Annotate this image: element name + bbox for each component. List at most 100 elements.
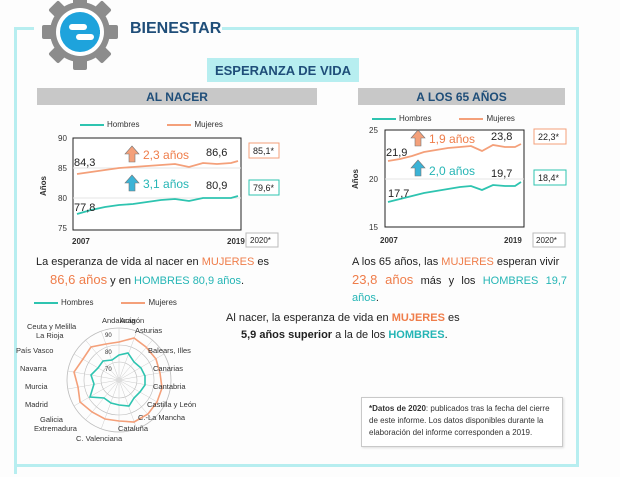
chart-al-nacer: 90 85 80 75 Años 84,3 80,9 77,8 86,6 80,… bbox=[40, 134, 280, 248]
text: es bbox=[444, 312, 460, 324]
radar-label: Cataluña bbox=[118, 424, 149, 433]
box-2020-mujeres: 85,1* bbox=[253, 146, 275, 156]
band-a-los-65: A LOS 65 AÑOS bbox=[358, 88, 565, 105]
radar-label: Balears, Illes bbox=[148, 346, 191, 355]
chart-legend: Hombres Mujeres bbox=[80, 120, 223, 129]
x-tick-end: 2019 bbox=[504, 236, 522, 245]
radar-label: Murcia bbox=[25, 382, 48, 391]
end-value-hombres: 80,9 bbox=[206, 180, 227, 192]
text-mujeres: MUJERES bbox=[391, 312, 445, 324]
x-tick-end: 2019 bbox=[227, 237, 245, 246]
y-axis-label: Años bbox=[351, 168, 360, 189]
legend-swatch bbox=[34, 301, 58, 304]
brand-title: BIENESTAR bbox=[130, 20, 222, 37]
text: esperan vivir bbox=[493, 256, 560, 268]
text: . bbox=[241, 275, 245, 287]
start-value-hombres: 77,8 bbox=[74, 202, 95, 214]
text-hombres: HOMBRES 80,9 años bbox=[134, 275, 242, 287]
radar-chart-regions: 90 80 70 Andalucía bbox=[66, 316, 172, 433]
radar-labels: Aragón Asturias Balears, Illes Canarias … bbox=[16, 310, 220, 450]
box-2020-mujeres: 22,3* bbox=[538, 132, 560, 142]
arrow-up-icon bbox=[124, 174, 140, 192]
gain-mujeres: 2,3 años bbox=[143, 148, 189, 162]
box-2020-year: 2020* bbox=[250, 236, 271, 245]
legend-item-hombres: Hombres bbox=[372, 114, 431, 123]
legend-swatch bbox=[121, 301, 146, 304]
ring-label: 80 bbox=[105, 350, 112, 356]
legend-item-mujeres: Mujeres bbox=[459, 114, 515, 123]
end-value-hombres: 19,7 bbox=[491, 168, 512, 180]
end-value-mujeres: 86,6 bbox=[206, 147, 227, 159]
legend-label: Mujeres bbox=[194, 120, 223, 129]
chart-legend: Hombres Mujeres bbox=[34, 298, 177, 307]
legend-item-hombres: Hombres bbox=[80, 120, 139, 129]
chart-legend: Hombres Mujeres bbox=[372, 114, 515, 123]
y-tick: 80 bbox=[58, 194, 67, 203]
text-hombres: HOMBRES 19,7 años bbox=[352, 275, 567, 304]
x-tick-start: 2007 bbox=[72, 237, 90, 246]
legend-label: Hombres bbox=[61, 298, 94, 307]
x-tick-start: 2007 bbox=[380, 236, 398, 245]
radar-label: Cantabria bbox=[153, 382, 186, 391]
box-2020-hombres: 79,6* bbox=[253, 183, 275, 193]
legend-label: Mujeres bbox=[486, 114, 515, 123]
radar-label: Aragón bbox=[120, 316, 145, 325]
y-axis-label: Años bbox=[40, 175, 48, 196]
frame-line bbox=[14, 27, 34, 30]
y-tick: 75 bbox=[58, 224, 67, 233]
radar-label: Canarias bbox=[153, 364, 184, 373]
text: A los 65 años, las bbox=[352, 256, 442, 268]
radar-label: Galicia bbox=[40, 415, 63, 424]
start-value-hombres: 17,7 bbox=[388, 188, 409, 200]
text-mujeres: MUJERES bbox=[201, 256, 255, 268]
frame-line bbox=[576, 27, 579, 467]
start-value-mujeres: 21,9 bbox=[386, 147, 407, 159]
radar-label: Andalucía bbox=[102, 316, 136, 325]
frame-line bbox=[14, 464, 579, 467]
legend-swatch bbox=[80, 123, 104, 126]
text: es bbox=[254, 256, 269, 268]
text-diferencia: 5,9 años superior bbox=[241, 329, 333, 341]
text-value-mujeres: 23,8 años bbox=[352, 272, 414, 287]
y-tick: 90 bbox=[58, 134, 67, 143]
legend-swatch bbox=[372, 117, 396, 120]
text: y en bbox=[107, 275, 135, 287]
y-tick: 25 bbox=[369, 126, 378, 135]
frame-line bbox=[222, 27, 579, 30]
radar-label: Extremadura bbox=[34, 424, 77, 433]
legend-swatch bbox=[167, 123, 192, 126]
legend-item-hombres: Hombres bbox=[34, 298, 93, 307]
arrow-up-icon bbox=[410, 159, 426, 177]
gain-mujeres: 1,9 años bbox=[429, 132, 475, 146]
text-hombres: HOMBRES bbox=[388, 329, 445, 341]
radar-label: Asturias bbox=[135, 326, 163, 335]
frame-line bbox=[14, 27, 17, 474]
arrow-up-icon bbox=[124, 145, 140, 163]
y-tick: 85 bbox=[58, 164, 67, 173]
radar-label: La Rioja bbox=[36, 331, 64, 340]
radar-label: Madrid bbox=[25, 400, 48, 409]
section-title: ESPERANZA DE VIDA bbox=[207, 58, 359, 82]
legend-item-mujeres: Mujeres bbox=[167, 120, 223, 129]
footnote-box: *Datos de 2020: publicados tras la fecha… bbox=[361, 397, 563, 447]
footnote-text: : publicados tras la fecha del cierre de… bbox=[369, 404, 550, 437]
paragraph-diferencia: Al nacer, la esperanza de vida en MUJERE… bbox=[226, 310, 476, 344]
text: . bbox=[375, 292, 379, 304]
text: . bbox=[444, 329, 448, 341]
end-value-mujeres: 23,8 bbox=[491, 131, 512, 143]
text: La esperanza de vida al nacer en bbox=[36, 256, 202, 268]
legend-label: Mujeres bbox=[148, 298, 177, 307]
radar-label: Ceuta y Melilla bbox=[27, 322, 77, 331]
start-value-mujeres: 84,3 bbox=[74, 157, 95, 169]
y-tick: 20 bbox=[369, 175, 378, 184]
y-tick: 15 bbox=[369, 223, 378, 232]
arrow-up-icon bbox=[410, 129, 426, 147]
legend-label: Hombres bbox=[399, 114, 432, 123]
legend-item-mujeres: Mujeres bbox=[121, 298, 177, 307]
radar-label: Castilla y León bbox=[147, 400, 197, 409]
radar-label: C.-La Mancha bbox=[138, 413, 186, 422]
gain-hombres: 2,0 años bbox=[429, 164, 475, 178]
legend-label: Hombres bbox=[107, 120, 140, 129]
text: Al nacer, la esperanza de vida en bbox=[226, 312, 392, 324]
radar-label: País Vasco bbox=[16, 346, 54, 355]
